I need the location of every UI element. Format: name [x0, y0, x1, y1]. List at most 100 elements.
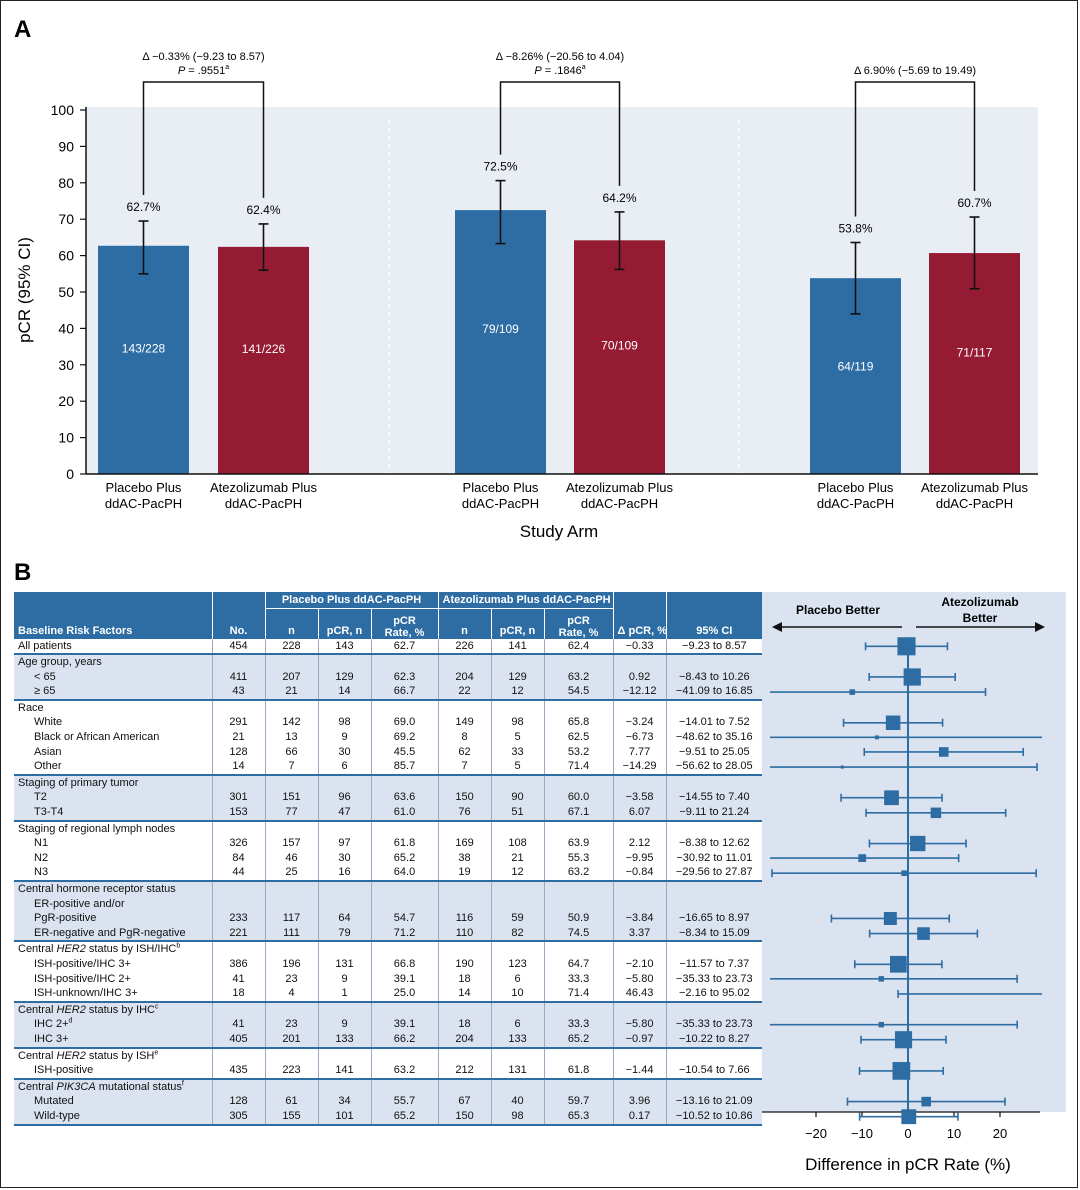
empty-cell	[612, 654, 667, 670]
empty-cell	[264, 774, 318, 791]
row-label: Wild-type	[14, 1108, 212, 1125]
table-group: Central hormone receptor status ER-positi…	[14, 881, 763, 942]
col-delta-pcr: Δ pCR, %	[612, 608, 667, 639]
empty-cell	[317, 941, 371, 957]
cell-delta-pcr: −0.97	[612, 1031, 667, 1048]
y-tick-label: 50	[58, 284, 74, 300]
empty-cell	[437, 896, 492, 912]
cell-placebo-n: 7	[264, 759, 318, 775]
cell-placebo-pcr-rate: 61.0	[370, 805, 439, 821]
bar-count-label: 143/228	[122, 341, 166, 355]
cell-atezo-n: 116	[437, 911, 492, 926]
y-tick-label: 10	[58, 430, 74, 446]
table-group: Central HER2 status by IHCc IHC 2+d 41 23 9 3…	[14, 1001, 763, 1048]
heading-text: Central hormone receptor status	[18, 883, 176, 895]
p-letter: P	[534, 65, 542, 77]
cell-atezo-pcr-rate: 53.2	[543, 744, 614, 760]
p-footnote: a	[225, 64, 229, 71]
cell-placebo-n: 111	[264, 925, 318, 942]
cell-no: 41	[211, 971, 265, 987]
empty-cell	[211, 881, 265, 897]
cell-95-ci: −41.09 to 16.85	[665, 684, 763, 700]
y-axis: 0 10 20 30 40 50 60 70 80 90 100	[51, 102, 1038, 482]
empty-cell	[612, 699, 667, 716]
cell-delta-pcr: −9.95	[612, 850, 667, 866]
empty-cell	[490, 774, 545, 791]
empty-cell	[490, 941, 545, 957]
empty-cell	[370, 941, 439, 957]
empty-cell	[370, 699, 439, 716]
group-heading: Age group, years	[14, 654, 212, 670]
cell-atezo-n: 212	[437, 1063, 492, 1079]
heading-text: Central	[18, 1080, 57, 1093]
right-arrow-head	[1035, 622, 1045, 632]
cell-atezo-pcr-rate: 50.9	[543, 911, 614, 926]
empty-cell	[665, 881, 763, 897]
placebo-group-header: Placebo Plus ddAC-PacPH	[264, 592, 439, 609]
bracket	[142, 81, 265, 198]
cell-95-ci: −29.56 to 27.87	[665, 865, 763, 881]
cell-no: 221	[211, 925, 265, 942]
empty-cell	[211, 820, 265, 837]
empty-cell	[543, 820, 614, 837]
row-label: White	[14, 715, 212, 731]
cell-atezo-pcr-n: 5	[490, 730, 545, 745]
bar-value-label: 64.2%	[602, 191, 636, 205]
cell-placebo-pcr-n: 14	[317, 684, 371, 700]
point-estimate	[849, 689, 856, 695]
empty-cell	[264, 1047, 318, 1064]
group-heading-row: Central HER2 status by ISHe	[14, 1047, 763, 1064]
bar-value-label: 62.4%	[246, 203, 280, 217]
cell-delta-pcr: −12.12	[612, 684, 667, 700]
cell-placebo-pcr-rate: 55.7	[370, 1094, 439, 1109]
x-tick-label-line2: ddAC-PacPH	[225, 496, 302, 511]
empty-cell	[437, 941, 492, 957]
atezolizumab-better-label-2: Better	[963, 611, 998, 625]
cell-placebo-n: 23	[264, 1017, 318, 1032]
row-label: IHC 2+d	[14, 1017, 212, 1032]
cell-delta-pcr: 6.07	[612, 805, 667, 821]
cell-95-ci: −48.62 to 35.16	[665, 730, 763, 745]
group-heading-row: Staging of regional lymph nodes	[14, 820, 763, 837]
point-estimate	[883, 911, 897, 925]
empty-cell	[437, 699, 492, 716]
cell-atezo-n: 150	[437, 790, 492, 806]
heading-gene: PIK3CA	[56, 1080, 96, 1093]
cell-atezo-n: 204	[437, 669, 492, 685]
cell-no: 405	[211, 1031, 265, 1048]
cell-placebo-n: 46	[264, 850, 318, 866]
empty-cell	[317, 820, 371, 837]
cell-no: 386	[211, 956, 265, 972]
col-atezo-pcr-n: pCR, n	[490, 608, 545, 639]
empty-cell	[543, 896, 614, 912]
cell-95-ci: −14.01 to 7.52	[665, 715, 763, 731]
x-axis-label: Study Arm	[520, 522, 598, 541]
cell-placebo-n: 196	[264, 956, 318, 972]
cell-atezo-n: 204	[437, 1031, 492, 1048]
cell-placebo-pcr-rate: 62.3	[370, 669, 439, 685]
cell-placebo-pcr-rate: 66.8	[370, 956, 439, 972]
empty-cell	[612, 1078, 667, 1095]
heading-tail: status by IHC	[85, 1003, 155, 1016]
table-row: ISH-positive/IHC 3+ 386 196 131 66.8 190 123 64…	[14, 956, 763, 972]
empty-cell	[264, 1001, 318, 1018]
empty-cell	[211, 941, 265, 957]
empty-cell	[665, 820, 763, 837]
cell-95-ci: −11.57 to 7.37	[665, 956, 763, 972]
empty-cell	[665, 1001, 763, 1018]
heading-tail: mutational status	[95, 1080, 182, 1093]
cell-atezo-pcr-rate: 54.5	[543, 684, 614, 700]
heading-tail: status by ISH	[85, 1049, 155, 1062]
heading-text: Race	[18, 701, 44, 714]
cell-placebo-pcr-n: 141	[317, 1063, 371, 1079]
forest-x-tick-label: 10	[947, 1126, 961, 1141]
point-estimate	[917, 927, 930, 940]
cell-placebo-n: 142	[264, 715, 318, 731]
table-row: Black or African American 21 13 9 69.2 8 5 62.5…	[14, 730, 763, 745]
col-atezo-n: n	[437, 608, 492, 639]
empty-cell	[317, 1047, 371, 1064]
heading-text: Staging of primary tumor	[18, 776, 139, 789]
empty-cell	[317, 896, 371, 912]
cell-atezo-pcr-n: 51	[490, 805, 545, 821]
